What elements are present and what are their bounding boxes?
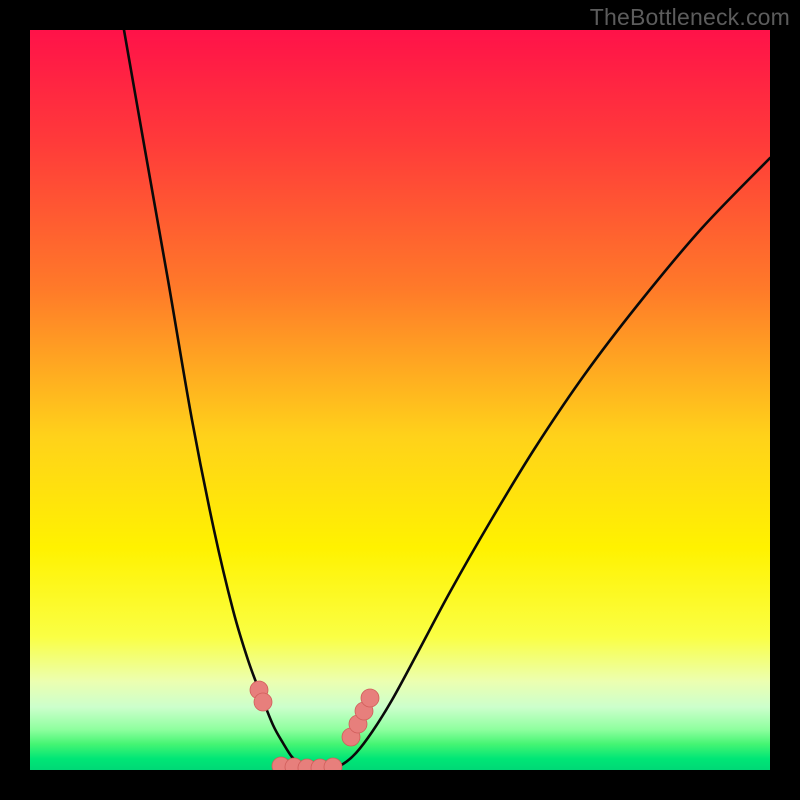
marker-point [342, 728, 360, 746]
marker-point [349, 715, 367, 733]
marker-point [272, 757, 290, 770]
marker-point [311, 759, 329, 770]
plot-area [30, 30, 770, 770]
chart-svg [30, 30, 770, 770]
marker-point [298, 759, 316, 770]
marker-point [361, 689, 379, 707]
gradient-background [30, 30, 770, 770]
marker-point [254, 693, 272, 711]
watermark-text: TheBottleneck.com [590, 4, 790, 31]
marker-point [250, 681, 268, 699]
curve-left [124, 30, 310, 769]
curve-right [310, 158, 770, 769]
marker-point [324, 758, 342, 770]
marker-point [355, 702, 373, 720]
canvas-root: TheBottleneck.com [0, 0, 800, 800]
marker-point [285, 758, 303, 770]
marker-group [250, 681, 379, 770]
